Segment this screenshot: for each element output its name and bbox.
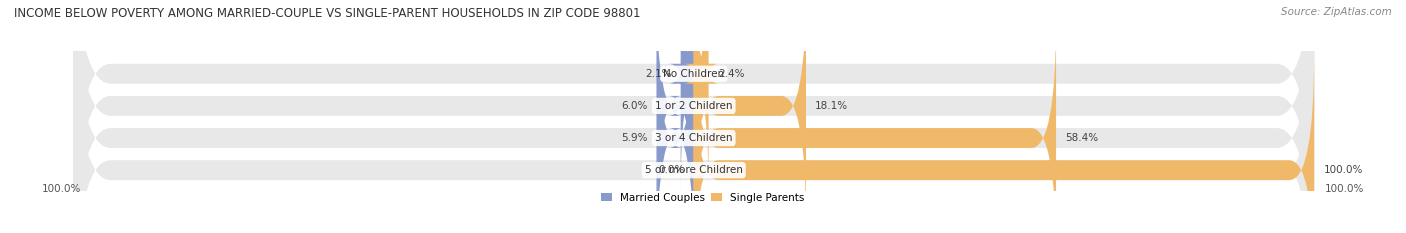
Text: 100.0%: 100.0% — [1324, 184, 1364, 194]
FancyBboxPatch shape — [73, 0, 1315, 233]
Text: INCOME BELOW POVERTY AMONG MARRIED-COUPLE VS SINGLE-PARENT HOUSEHOLDS IN ZIP COD: INCOME BELOW POVERTY AMONG MARRIED-COUPL… — [14, 7, 641, 20]
Text: 5 or more Children: 5 or more Children — [645, 165, 742, 175]
FancyBboxPatch shape — [693, 0, 806, 224]
Text: 6.0%: 6.0% — [621, 101, 647, 111]
FancyBboxPatch shape — [73, 0, 1315, 233]
Text: 100.0%: 100.0% — [1323, 165, 1362, 175]
FancyBboxPatch shape — [693, 51, 1315, 233]
FancyBboxPatch shape — [73, 0, 1315, 233]
Text: 100.0%: 100.0% — [42, 184, 82, 194]
Text: 3 or 4 Children: 3 or 4 Children — [655, 133, 733, 143]
FancyBboxPatch shape — [683, 0, 718, 192]
Text: No Children: No Children — [664, 69, 724, 79]
Text: 5.9%: 5.9% — [621, 133, 648, 143]
FancyBboxPatch shape — [657, 0, 693, 224]
FancyBboxPatch shape — [669, 0, 706, 192]
FancyBboxPatch shape — [73, 0, 1315, 233]
Text: 2.4%: 2.4% — [718, 69, 744, 79]
FancyBboxPatch shape — [657, 19, 693, 233]
Legend: Married Couples, Single Parents: Married Couples, Single Parents — [602, 193, 804, 203]
Text: 2.1%: 2.1% — [645, 69, 671, 79]
Text: Source: ZipAtlas.com: Source: ZipAtlas.com — [1281, 7, 1392, 17]
Text: 1 or 2 Children: 1 or 2 Children — [655, 101, 733, 111]
Text: 58.4%: 58.4% — [1066, 133, 1098, 143]
Text: 0.0%: 0.0% — [658, 165, 685, 175]
FancyBboxPatch shape — [693, 19, 1056, 233]
Text: 18.1%: 18.1% — [815, 101, 848, 111]
